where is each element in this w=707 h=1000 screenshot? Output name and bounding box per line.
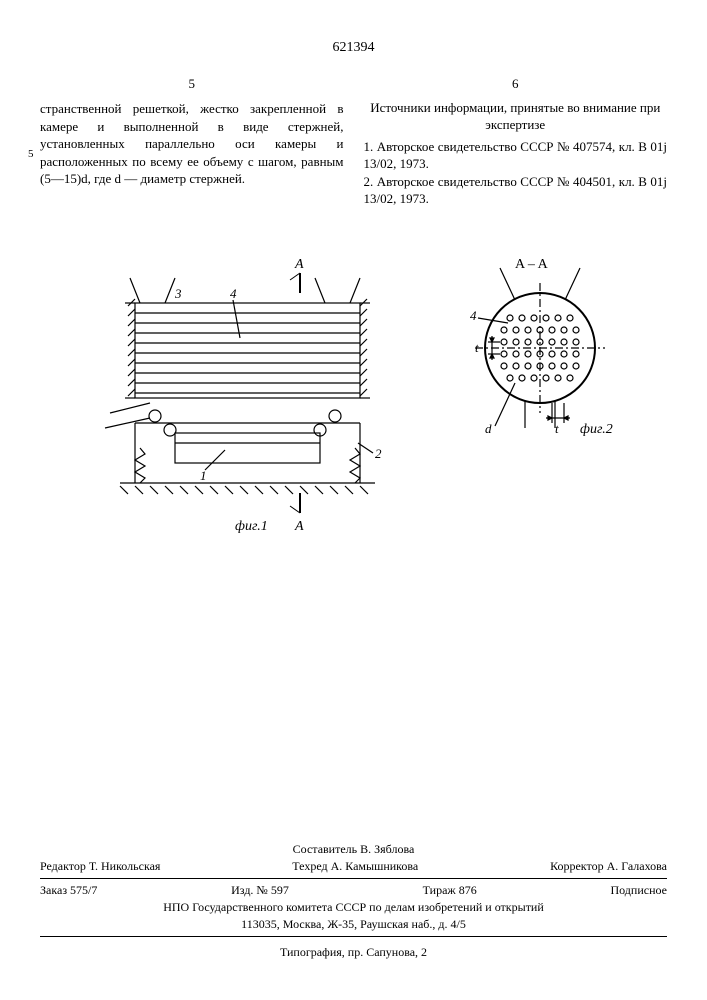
section-marker-A-top: A (294, 257, 304, 272)
left-body-text: странственной решеткой, жестко закреплен… (40, 100, 344, 188)
footer-org: НПО Государственного комитета СССР по де… (40, 900, 667, 915)
footer-order: Заказ 575/7 (40, 883, 97, 898)
section-marker-A-bottom: A (294, 519, 304, 534)
footer-izd: Изд. № 597 (231, 883, 289, 898)
left-column: 5 5 странственной решеткой, жестко закре… (40, 76, 344, 208)
footer-tech: Техред А. Камышникова (292, 859, 418, 874)
fig2-dim-t: t (475, 340, 479, 355)
footer-corrector: Корректор А. Галахова (550, 859, 667, 874)
sources-heading: Источники информации, принятые во вниман… (364, 100, 668, 134)
fig1-ref-3: 3 (174, 286, 182, 301)
footer-sign: Подписное (610, 883, 667, 898)
reference-1: 1. Авторское свидетельство СССР № 407574… (364, 138, 668, 173)
footer: Составитель В. Зяблова Редактор Т. Никол… (40, 840, 667, 960)
footer-editor: Редактор Т. Никольская (40, 859, 160, 874)
footer-compiler: Составитель В. Зяблова (40, 842, 667, 857)
text-columns: 5 5 странственной решеткой, жестко закре… (40, 76, 667, 208)
figure-area: A (40, 248, 667, 568)
fig1-ref-4: 4 (230, 286, 237, 301)
patent-figures-svg: A (40, 248, 667, 568)
left-col-number: 5 (40, 76, 344, 92)
reference-2: 2. Авторское свидетельство СССР № 404501… (364, 173, 668, 208)
line-marker-5: 5 (28, 148, 34, 160)
right-column: 6 Источники информации, принятые во вним… (364, 76, 668, 208)
section-view-label: A – A (515, 257, 549, 272)
document-number: 621394 (40, 40, 667, 56)
footer-tirazh: Тираж 876 (423, 883, 477, 898)
footer-print: Типография, пр. Сапунова, 2 (40, 945, 667, 960)
fig2-label: фиг.2 (580, 422, 613, 437)
figure-1: A (105, 257, 382, 534)
right-col-number: 6 (364, 76, 668, 92)
fig1-ref-2: 2 (375, 446, 382, 461)
fig1-label: фиг.1 (235, 519, 268, 534)
fig2-ref-4: 4 (470, 308, 477, 323)
figure-2: A – A 4 (470, 257, 613, 437)
fig2-dim-d: d (485, 421, 492, 436)
fig2-dim-t-h: t (555, 421, 559, 436)
footer-address: 113035, Москва, Ж-35, Раушская наб., д. … (40, 917, 667, 932)
